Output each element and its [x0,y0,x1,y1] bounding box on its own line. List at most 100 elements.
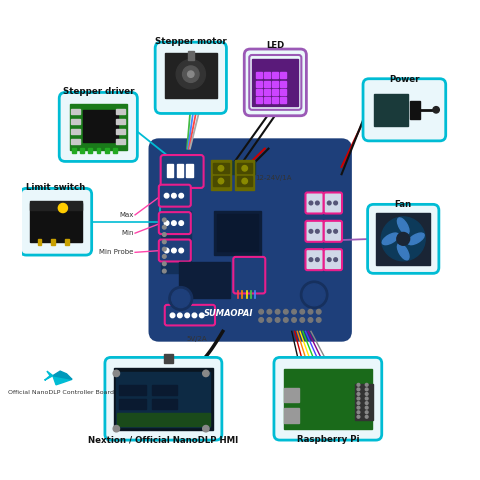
Circle shape [327,201,331,205]
Text: Power: Power [389,75,420,84]
Bar [88,148,92,153]
FancyBboxPatch shape [105,358,222,440]
FancyBboxPatch shape [324,221,342,242]
Bar [80,148,84,153]
Ellipse shape [397,243,409,260]
Circle shape [162,226,166,229]
Bar [272,72,278,78]
Circle shape [172,289,190,308]
Circle shape [170,313,175,318]
Ellipse shape [397,218,409,234]
Text: 12-24V/1A: 12-24V/1A [255,175,291,181]
Circle shape [315,229,319,233]
Circle shape [218,179,224,184]
Circle shape [365,397,368,400]
Bar [164,354,173,363]
Text: SUMAOPAI: SUMAOPAI [204,309,253,318]
Circle shape [179,221,183,226]
Circle shape [284,310,288,314]
Bar [116,140,125,144]
Circle shape [259,318,264,322]
Bar [114,368,213,430]
Circle shape [178,313,182,318]
Circle shape [242,179,248,184]
Bar [71,109,80,114]
Bar [256,89,262,95]
Bar [186,164,192,177]
Text: Stepper motor: Stepper motor [155,37,227,46]
FancyBboxPatch shape [274,358,382,440]
Polygon shape [53,376,72,385]
Circle shape [303,284,325,306]
FancyBboxPatch shape [305,221,324,242]
Circle shape [365,384,368,386]
Bar [105,148,108,153]
Bar [71,130,80,134]
FancyBboxPatch shape [159,240,191,262]
Bar [280,97,286,103]
Circle shape [172,248,176,253]
Circle shape [381,217,425,261]
Bar [213,163,229,173]
FancyBboxPatch shape [155,42,227,113]
Circle shape [315,258,319,262]
Bar [165,53,217,98]
Polygon shape [45,371,53,380]
Bar [167,164,173,177]
Bar [373,94,408,126]
Bar [256,97,262,103]
FancyBboxPatch shape [368,204,439,273]
FancyBboxPatch shape [159,212,191,234]
Circle shape [308,310,313,314]
Circle shape [300,281,328,309]
Circle shape [185,313,190,318]
Bar [264,72,270,78]
Bar [235,160,254,190]
Circle shape [397,232,409,245]
Circle shape [113,425,120,432]
Circle shape [316,310,321,314]
Circle shape [164,221,169,226]
Circle shape [259,310,264,314]
Circle shape [300,318,304,322]
Bar [217,215,257,251]
Circle shape [267,310,272,314]
Circle shape [357,384,360,386]
Circle shape [162,240,166,244]
Circle shape [203,370,209,377]
Circle shape [334,229,337,233]
Bar [376,213,430,264]
Text: Raspberry Pi: Raspberry Pi [297,435,359,444]
Bar [237,176,252,186]
Circle shape [357,411,360,414]
FancyBboxPatch shape [305,192,324,214]
Bar [152,385,177,396]
Bar [256,81,262,86]
FancyBboxPatch shape [363,79,446,141]
FancyBboxPatch shape [324,249,342,270]
Circle shape [172,221,176,226]
Bar [113,148,117,153]
Circle shape [309,229,313,233]
Bar [180,262,229,299]
Bar [30,204,82,242]
Circle shape [200,313,204,318]
Bar [280,72,286,78]
Text: Min Probe: Min Probe [99,249,134,255]
Circle shape [182,66,199,83]
Circle shape [357,402,360,405]
FancyBboxPatch shape [151,141,350,339]
Circle shape [113,370,120,377]
Bar [116,372,210,427]
Bar [264,81,270,86]
Circle shape [327,258,331,262]
Bar [252,59,298,106]
Bar [285,408,299,423]
Polygon shape [53,371,72,379]
Bar [116,120,125,124]
Circle shape [162,233,166,236]
Text: Limit switch: Limit switch [26,183,85,192]
Bar [71,140,80,144]
FancyBboxPatch shape [59,93,137,161]
Bar [116,109,125,114]
